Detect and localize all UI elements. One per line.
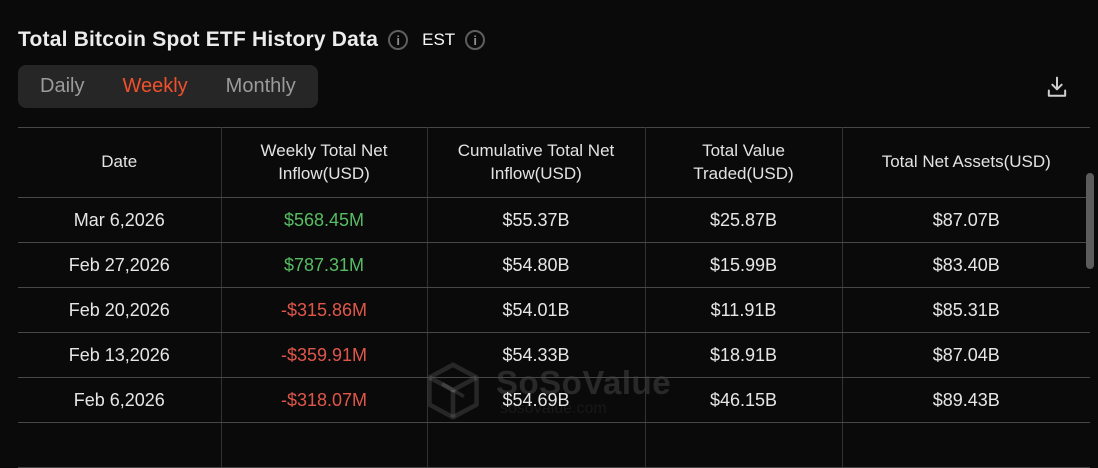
table-row: Feb 20,2026 -$315.86M $54.01B $11.91B $8… <box>18 287 1090 333</box>
cell-value-traded <box>645 422 843 468</box>
cell-net-assets: $89.43B <box>842 377 1090 423</box>
cell-value-traded: $11.91B <box>645 287 843 333</box>
cell-value-traded: $46.15B <box>645 377 843 423</box>
cell-cumulative-inflow: $54.69B <box>427 377 646 423</box>
cell-cumulative-inflow: $54.01B <box>427 287 646 333</box>
tab-daily[interactable]: Daily <box>40 75 85 97</box>
table-row: Mar 6,2026 $568.45M $55.37B $25.87B $87.… <box>18 197 1090 243</box>
title-info-icon[interactable]: i <box>388 30 409 50</box>
timezone-info-icon[interactable]: i <box>465 30 486 50</box>
cell-value-traded: $25.87B <box>645 197 843 243</box>
column-header-date: Date <box>18 127 222 198</box>
cell-weekly-inflow <box>221 422 428 468</box>
table-row <box>18 422 1090 468</box>
table-header: Date Weekly Total Net Inflow(USD) Cumula… <box>18 127 1090 198</box>
interval-tabs: Daily Weekly Monthly <box>18 65 318 108</box>
cell-net-assets: $83.40B <box>842 242 1090 288</box>
vertical-scrollbar-thumb[interactable] <box>1086 173 1094 269</box>
table-row: Feb 27,2026 $787.31M $54.80B $15.99B $83… <box>18 242 1090 288</box>
cell-weekly-inflow: -$315.86M <box>221 287 428 333</box>
cell-net-assets: $87.07B <box>842 197 1090 243</box>
cell-weekly-inflow: $568.45M <box>221 197 428 243</box>
page-title: Total Bitcoin Spot ETF History Data <box>18 28 379 51</box>
cell-value-traded: $18.91B <box>645 332 843 378</box>
download-icon <box>1047 76 1067 97</box>
cell-weekly-inflow: $787.31M <box>221 242 428 288</box>
cell-date: Feb 13,2026 <box>18 332 222 378</box>
table-row: Feb 13,2026 -$359.91M $54.33B $18.91B $8… <box>18 332 1090 378</box>
column-header-cumulative-inflow: Cumulative Total Net Inflow(USD) <box>427 127 646 198</box>
etf-history-table: Date Weekly Total Net Inflow(USD) Cumula… <box>18 127 1090 468</box>
download-button[interactable] <box>1042 72 1072 102</box>
tab-monthly[interactable]: Monthly <box>225 75 296 97</box>
cell-net-assets: $87.04B <box>842 332 1090 378</box>
page-header: Total Bitcoin Spot ETF History Data i ES… <box>18 28 1080 52</box>
cell-cumulative-inflow: $55.37B <box>427 197 646 243</box>
column-header-weekly-inflow: Weekly Total Net Inflow(USD) <box>221 127 428 198</box>
cell-weekly-inflow: -$318.07M <box>221 377 428 423</box>
cell-cumulative-inflow <box>427 422 646 468</box>
cell-value-traded: $15.99B <box>645 242 843 288</box>
cell-date <box>18 422 222 468</box>
column-header-value-traded: Total Value Traded(USD) <box>645 127 843 198</box>
cell-date: Feb 27,2026 <box>18 242 222 288</box>
toolbar: Daily Weekly Monthly <box>18 65 1080 108</box>
table-body: Mar 6,2026 $568.45M $55.37B $25.87B $87.… <box>18 197 1090 468</box>
cell-cumulative-inflow: $54.80B <box>427 242 646 288</box>
cell-weekly-inflow: -$359.91M <box>221 332 428 378</box>
cell-cumulative-inflow: $54.33B <box>427 332 646 378</box>
cell-net-assets <box>842 422 1090 468</box>
cell-net-assets: $85.31B <box>842 287 1090 333</box>
cell-date: Feb 20,2026 <box>18 287 222 333</box>
column-header-net-assets: Total Net Assets(USD) <box>842 127 1090 198</box>
table-row: Feb 6,2026 -$318.07M $54.69B $46.15B $89… <box>18 377 1090 423</box>
cell-date: Mar 6,2026 <box>18 197 222 243</box>
tab-weekly[interactable]: Weekly <box>122 75 188 97</box>
cell-date: Feb 6,2026 <box>18 377 222 423</box>
timezone-label: EST <box>422 30 456 49</box>
